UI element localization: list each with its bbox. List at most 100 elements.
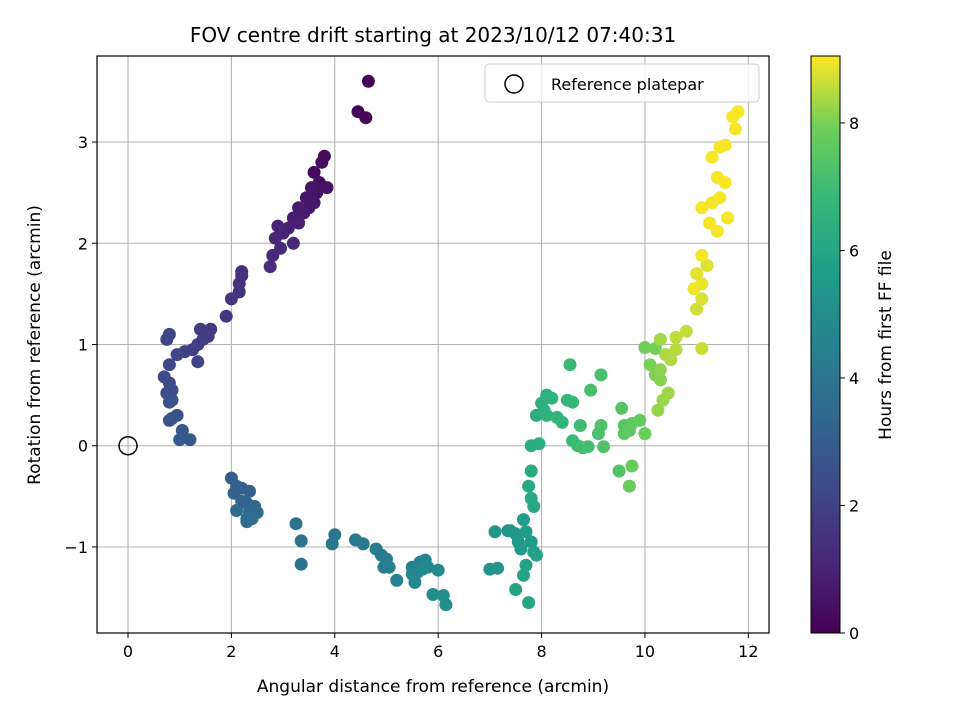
data-point <box>555 415 569 429</box>
data-point <box>522 596 536 610</box>
data-point <box>664 353 678 367</box>
data-point <box>408 575 422 589</box>
data-point <box>292 216 306 230</box>
y-tick-label: 0 <box>78 437 88 456</box>
data-point <box>529 548 543 562</box>
data-point <box>713 191 727 205</box>
data-point <box>695 342 709 355</box>
y-tick-label: −1 <box>64 538 88 557</box>
data-point <box>162 413 176 427</box>
colorbar <box>810 55 841 634</box>
data-point <box>638 427 652 441</box>
data-point <box>243 484 256 498</box>
data-point <box>540 408 554 422</box>
data-point <box>268 231 282 245</box>
data-point <box>594 419 608 432</box>
data-point <box>517 513 530 527</box>
x-axis-label: Angular distance from reference (arcmin) <box>257 677 609 697</box>
data-point <box>359 111 373 125</box>
data-point <box>170 348 184 362</box>
data-point <box>305 181 318 195</box>
data-point <box>219 309 233 323</box>
scatter-points <box>157 74 745 612</box>
data-point <box>320 181 334 195</box>
reference-platepar-marker <box>118 435 138 456</box>
data-point <box>431 563 445 577</box>
colorbar-tick-label: 4 <box>849 369 859 388</box>
data-point <box>488 525 502 539</box>
colorbar-tick-label: 0 <box>849 624 859 643</box>
data-point <box>721 211 735 225</box>
x-tick-label: 6 <box>433 642 443 661</box>
data-point <box>307 165 321 179</box>
data-point <box>700 259 714 272</box>
colorbar-tick-label: 2 <box>849 496 859 515</box>
data-point <box>573 419 587 432</box>
colorbar-tick-label: 6 <box>849 241 859 260</box>
data-point <box>173 433 187 447</box>
data-point <box>617 427 631 441</box>
data-point <box>687 282 701 296</box>
data-point <box>390 573 404 587</box>
data-point <box>679 324 693 338</box>
data-point <box>643 358 657 372</box>
data-point <box>563 358 577 372</box>
data-point <box>224 292 238 306</box>
data-point <box>584 383 598 397</box>
x-tick-label: 4 <box>330 642 340 661</box>
data-point <box>227 486 241 500</box>
data-point <box>519 525 533 539</box>
data-point <box>191 355 205 369</box>
data-point <box>633 413 647 427</box>
data-point <box>695 292 709 306</box>
x-tick-label: 12 <box>738 642 758 661</box>
data-point <box>289 517 303 531</box>
data-point <box>263 260 277 274</box>
data-point <box>286 236 300 250</box>
y-axis-ticks: −1 0 1 2 3 <box>64 133 97 557</box>
data-point <box>183 433 197 447</box>
data-point <box>509 583 523 596</box>
data-point <box>160 332 174 346</box>
data-point <box>193 322 207 336</box>
data-point <box>661 386 675 400</box>
data-point <box>356 537 370 551</box>
chart-title: FOV centre drift starting at 2023/10/12 … <box>190 23 676 47</box>
y-tick-label: 1 <box>78 336 88 355</box>
y-axis-label: Rotation from reference (arcmin) <box>25 205 45 485</box>
legend-marker-icon <box>504 74 524 94</box>
colorbar-ticks: 0 2 4 6 8 <box>840 114 859 643</box>
data-point <box>517 568 530 582</box>
data-point <box>728 122 742 136</box>
data-point <box>162 395 176 409</box>
data-point <box>690 302 704 316</box>
data-point <box>594 368 608 382</box>
data-point <box>718 138 732 152</box>
data-point <box>705 150 719 164</box>
legend-box <box>484 63 760 103</box>
data-point <box>566 395 580 409</box>
data-point <box>731 105 745 119</box>
data-point <box>307 196 321 210</box>
x-axis-ticks: 0 2 4 6 8 10 12 <box>123 633 759 661</box>
data-point <box>622 479 636 493</box>
legend: Reference platepar <box>484 63 760 103</box>
data-point <box>491 561 505 575</box>
data-point <box>545 391 559 405</box>
x-tick-label: 8 <box>536 642 546 661</box>
plot-frame <box>96 55 770 634</box>
x-tick-label: 0 <box>123 642 133 661</box>
data-point <box>519 558 533 572</box>
data-point <box>695 248 709 262</box>
x-tick-label: 2 <box>226 642 236 661</box>
colorbar-tick-label: 8 <box>849 114 859 133</box>
data-point <box>382 560 396 574</box>
y-tick-label: 2 <box>78 234 88 253</box>
data-point <box>524 464 538 478</box>
data-point <box>669 343 683 357</box>
data-point <box>294 557 308 571</box>
data-point <box>625 459 639 473</box>
data-point <box>514 542 528 556</box>
data-point <box>325 537 339 551</box>
